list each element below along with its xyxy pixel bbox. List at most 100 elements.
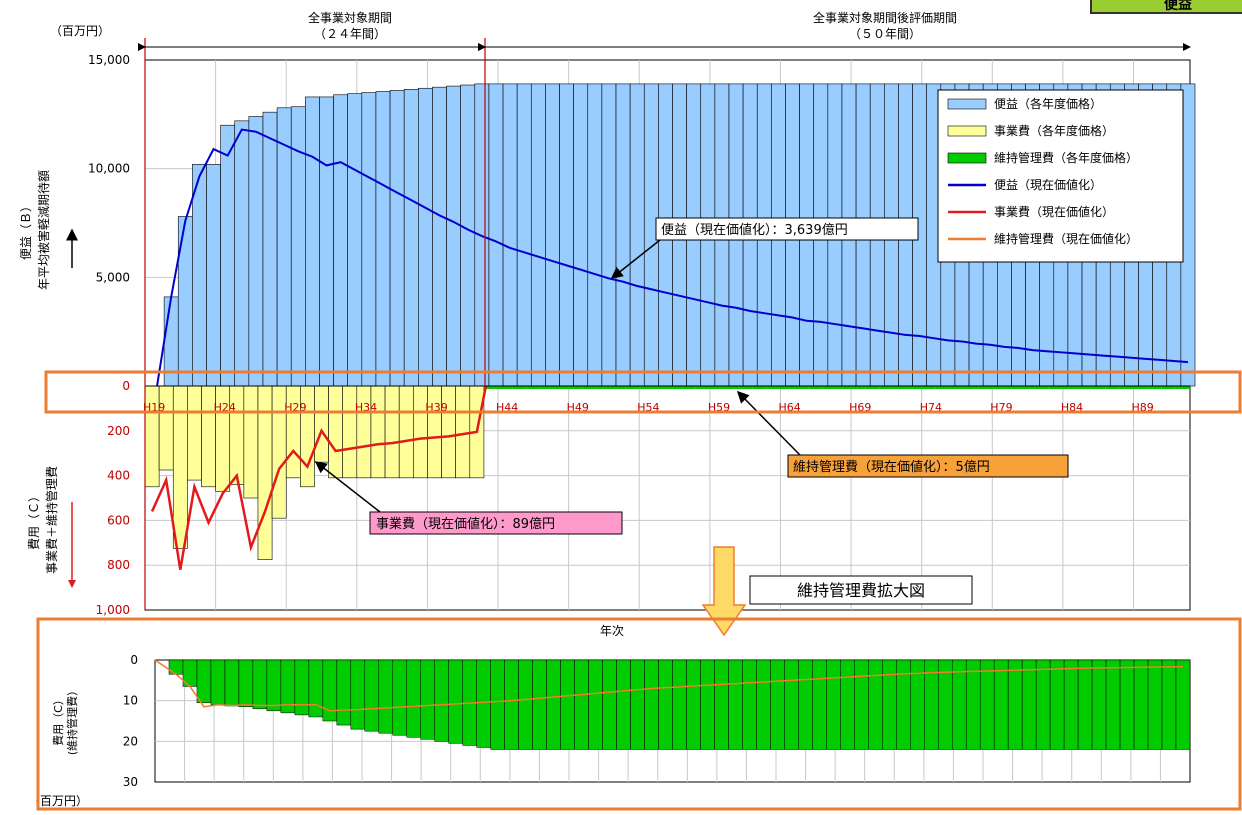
zoom-maint-bar: [602, 659, 617, 750]
benefit-bar: [530, 83, 546, 387]
y-benefit-title-1: 便益（Ｂ）: [19, 200, 33, 260]
zoom-y-ticks: 0 10 20 30: [123, 653, 138, 789]
benefit-bar: [305, 96, 320, 387]
maint-bar: [1147, 386, 1162, 389]
benefit-callout-arrow: [610, 239, 661, 279]
zoom-maint-bar: [294, 659, 310, 716]
benefit-bar: [502, 83, 518, 387]
legend-swatch: [947, 125, 987, 137]
maint-bar: [964, 386, 979, 389]
benefit-bar: [403, 89, 419, 387]
zoom-maint-bar: [882, 659, 897, 750]
maint-bar: [483, 386, 499, 389]
zoom-maint-bar: [979, 659, 995, 750]
benefit-bar: [573, 83, 589, 387]
legend-label: 維持管理費（現在価値化）: [994, 231, 1138, 246]
y-tick-label: 1,000: [96, 603, 130, 617]
maint-bar: [1048, 386, 1063, 389]
maint-bar: [1006, 386, 1021, 389]
project-callout-box: [369, 511, 623, 535]
project-bar: [356, 385, 372, 479]
x-axis-title: 年次: [600, 624, 624, 638]
zoom-maint-bar: [336, 659, 352, 726]
benefit-bar: [192, 164, 207, 387]
zoom-maint-bar: [308, 659, 324, 718]
legend: 便益（各年度価格） 事業費（各年度価格） 維持管理費（各年度価格） 便益（現在価値化）…: [947, 96, 1138, 246]
maint-bar: [526, 386, 541, 389]
maint-bar: [512, 386, 527, 389]
maint-bar: [1133, 386, 1148, 389]
zoom-y-title-2: (維持管理費）: [65, 685, 79, 755]
maint-bar: [695, 386, 710, 389]
maint-bar: [949, 386, 965, 389]
zoom-maint-bar: [965, 659, 981, 750]
zoom-maint-bars: [168, 659, 1191, 750]
zoom-maint-bar: [392, 659, 408, 736]
y-tick-label: 200: [107, 424, 130, 438]
zoom-maint-bar: [616, 659, 631, 750]
project-bar: [441, 385, 456, 479]
maint-callout-text: 維持管理費（現在価値化）：5億円: [793, 459, 990, 475]
project-bar: [328, 385, 344, 479]
maint-bar: [921, 386, 936, 389]
project-bar: [398, 385, 414, 479]
project-bar: [158, 385, 174, 471]
zoom-maint-bar: [1133, 659, 1149, 750]
maint-bar: [836, 386, 852, 389]
zoom-maint-bar: [168, 659, 184, 675]
maint-bar: [625, 386, 640, 389]
y-cost-title-1: 費用（Ｃ）: [26, 490, 41, 550]
zoom-maint-bar: [714, 659, 729, 750]
benefit-bar: [206, 164, 221, 387]
zoom-maint-bar: [588, 659, 603, 750]
zoom-maint-bar: [406, 659, 421, 738]
maint-bar: [1077, 386, 1092, 389]
zoom-maint-bar: [434, 659, 449, 742]
zoom-maint-bar: [1021, 659, 1037, 750]
zoom-maint-bar: [826, 659, 841, 750]
zoom-maint-bar: [350, 659, 366, 730]
benefit-bar: [460, 84, 476, 387]
y-tick-label: 800: [107, 558, 130, 572]
zoom-maint-bar: [658, 659, 673, 750]
project-bar: [370, 385, 386, 479]
zoom-y-tick-label: 30: [123, 775, 138, 789]
y-benefit-ticks: 15,000 10,000 5,000 0: [88, 53, 130, 393]
maint-bar: [498, 386, 513, 389]
benefit-bar: [432, 86, 447, 387]
maint-bar: [738, 386, 753, 389]
y-tick-label: 10,000: [88, 162, 130, 176]
maint-bar: [709, 386, 724, 389]
zoom-title-box: [749, 575, 973, 605]
zoom-maint-bar: [700, 659, 715, 750]
zoom-maint-bar: [672, 659, 687, 750]
zoom-maint-bar: [266, 659, 282, 712]
project-bar: [314, 385, 329, 463]
maint-bar: [1105, 386, 1120, 389]
zoom-maint-bar: [448, 659, 463, 744]
zoom-maint-bar: [1035, 659, 1051, 750]
zoom-y-tick-label: 10: [123, 694, 138, 708]
zoom-y-title-1: 費用（C）: [51, 694, 65, 746]
zoom-maint-bar: [868, 659, 883, 750]
maint-bar: [653, 386, 668, 389]
zoom-maint-bar: [1147, 659, 1163, 750]
legend-label: 維持管理費（各年度価格）: [994, 150, 1138, 165]
maint-bar: [1175, 386, 1190, 389]
benefit-bar: [516, 83, 532, 387]
y-cost-title-2: 事業費＋維持管理費: [44, 466, 59, 574]
zoom-maint-bar: [518, 659, 533, 750]
zoom-maint-bar: [1175, 659, 1191, 750]
maint-bar: [1062, 386, 1078, 389]
maint-bar: [568, 386, 583, 389]
y-tick-label: 0: [122, 379, 130, 393]
benefit-bar: [220, 124, 236, 387]
maint-bar: [992, 386, 1007, 389]
top-unit-label: （百万円）: [50, 24, 110, 38]
maint-bar: [723, 386, 739, 389]
zoom-maint-bar: [630, 659, 645, 750]
benefit-bar: [262, 111, 278, 387]
zoom-highlight-box: [36, 617, 1242, 811]
zoom-maint-bar: [210, 659, 226, 705]
